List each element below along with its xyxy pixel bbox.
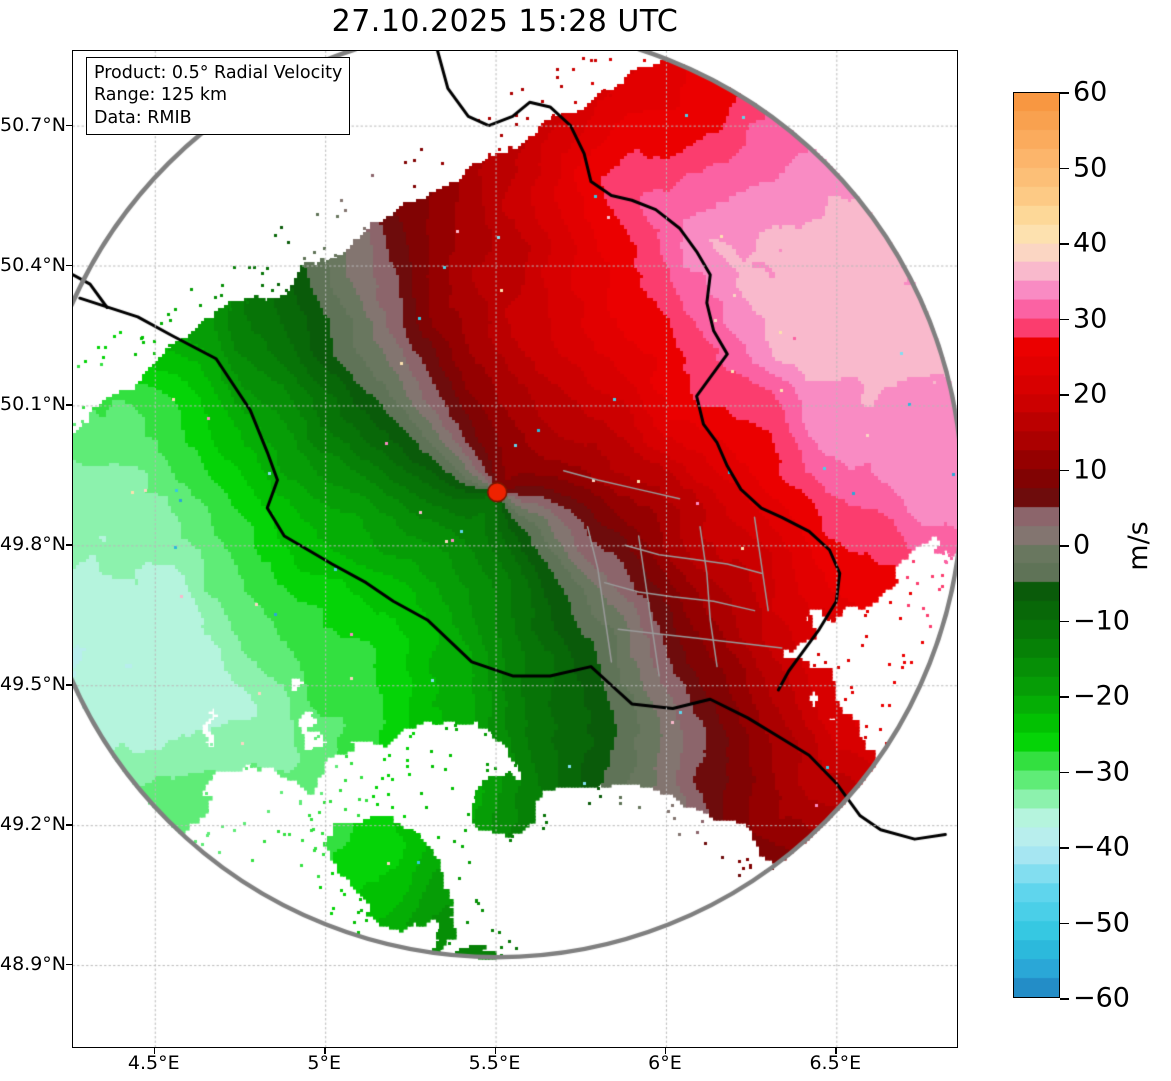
info-box: Product: 0.5° Radial Velocity Range: 125…	[86, 57, 351, 136]
colorbar-tick-mark	[1060, 469, 1069, 472]
colorbar-tick-mark	[1060, 318, 1069, 321]
colorbar	[1013, 92, 1060, 998]
colorbar-tick-label: 10	[1073, 454, 1108, 485]
radar-canvas-wrapper	[73, 51, 957, 1047]
colorbar-tick-label: 40	[1073, 227, 1108, 259]
x-axis-tick-label: 6°E	[648, 1052, 682, 1074]
page-title: 27.10.2025 15:28 UTC	[331, 4, 679, 39]
colorbar-tick-label: −40	[1073, 831, 1130, 863]
colorbar-tick-mark	[1060, 696, 1069, 698]
y-axis-tick-label: 50.7°N	[0, 113, 67, 136]
x-axis-tick-label: 5°E	[307, 1052, 341, 1074]
colorbar-tick-mark	[1060, 243, 1069, 245]
colorbar-tick-mark	[1060, 998, 1069, 1000]
colorbar-tick-mark	[1060, 92, 1069, 94]
y-axis-tick-label: 49.2°N	[0, 813, 67, 836]
colorbar-tick-label: −60	[1073, 982, 1130, 1014]
colorbar-unit-label: m/s	[1123, 521, 1154, 571]
x-axis-tick-label: 6.5°E	[809, 1052, 862, 1074]
y-axis-tick-mark	[66, 544, 72, 546]
colorbar-tick-mark	[1060, 847, 1069, 849]
colorbar-tick-label: −50	[1073, 907, 1130, 938]
y-axis-tick-mark	[66, 124, 72, 126]
x-axis-tick-mark	[835, 1048, 837, 1054]
info-range-line: Range: 125 km	[94, 85, 228, 106]
y-axis-tick-label: 49.8°N	[0, 533, 67, 556]
info-product-line: Product: 0.5° Radial Velocity	[94, 63, 343, 83]
y-axis-tick-label: 49.5°N	[0, 673, 67, 696]
colorbar-tick-mark	[1060, 167, 1069, 170]
y-axis-tick-label: 50.4°N	[0, 253, 67, 276]
y-axis-tick-mark	[66, 684, 72, 686]
colorbar-gradient	[1014, 93, 1059, 997]
colorbar-tick-label: 0	[1073, 529, 1091, 561]
y-axis-tick-label: 50.1°N	[0, 393, 67, 416]
colorbar-tick-label: 60	[1073, 76, 1108, 108]
y-axis-tick-label: 48.9°N	[0, 953, 67, 976]
colorbar-tick-mark	[1060, 394, 1069, 396]
colorbar-tick-mark	[1060, 771, 1069, 774]
colorbar-tick-mark	[1060, 620, 1069, 623]
colorbar-tick-label: −20	[1073, 680, 1130, 712]
y-axis-tick-mark	[66, 264, 72, 266]
colorbar-tick-mark	[1060, 545, 1069, 547]
colorbar-tick-label: 30	[1073, 303, 1108, 334]
radar-plot-area[interactable]	[72, 50, 958, 1048]
x-axis-tick-mark	[153, 1048, 156, 1054]
x-axis-tick-mark	[324, 1048, 326, 1054]
y-axis-tick-mark	[66, 824, 72, 826]
info-data-line: Data: RMIB	[94, 107, 192, 128]
colorbar-tick-mark	[1060, 922, 1069, 925]
colorbar-tick-label: −30	[1073, 756, 1130, 787]
x-axis-tick-mark	[664, 1048, 667, 1054]
colorbar-tick-label: −10	[1073, 605, 1130, 636]
y-axis-tick-mark	[66, 964, 72, 966]
x-axis-tick-label: 4.5°E	[127, 1052, 180, 1074]
colorbar-tick-label: 20	[1073, 378, 1108, 410]
x-axis-tick-label: 5.5°E	[468, 1052, 521, 1074]
x-axis-tick-mark	[494, 1048, 496, 1054]
radar-reflectivity-canvas	[73, 51, 957, 1047]
y-axis-tick-mark	[66, 404, 72, 406]
colorbar-tick-label: 50	[1073, 152, 1108, 183]
